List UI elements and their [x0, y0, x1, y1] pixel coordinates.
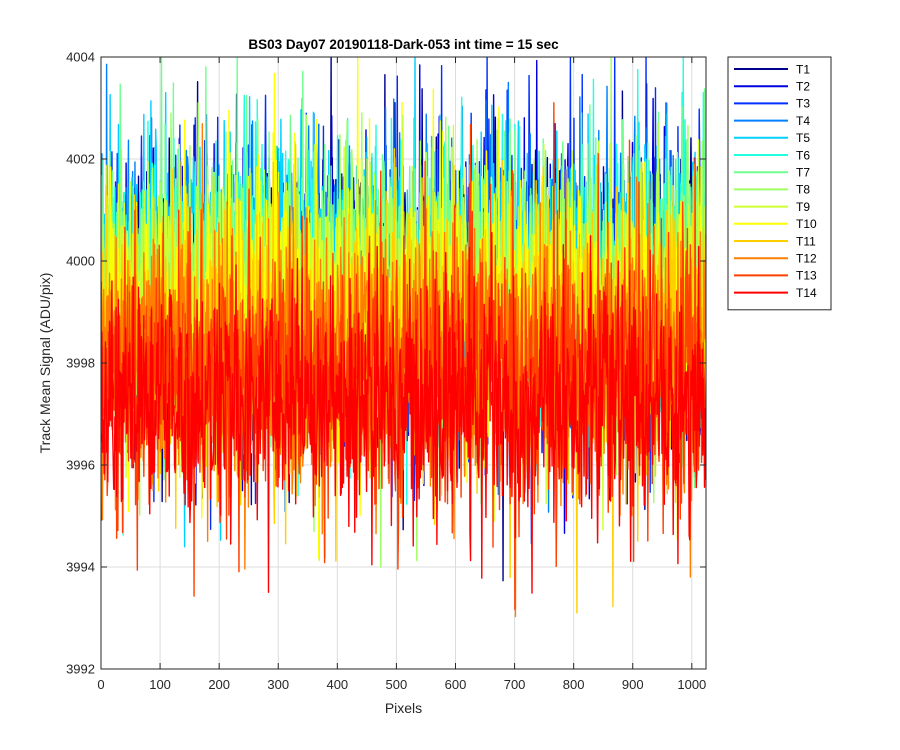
- y-tick-label: 3994: [66, 560, 95, 575]
- x-tick-label: 1000: [677, 677, 706, 692]
- legend-item-t9: T9: [734, 200, 810, 214]
- legend-label: T9: [796, 200, 810, 214]
- legend-label: T10: [796, 217, 817, 231]
- legend-item-t8: T8: [734, 183, 810, 197]
- legend-label: T1: [796, 62, 810, 76]
- legend-item-t2: T2: [734, 80, 810, 94]
- legend-label: T2: [796, 80, 810, 94]
- x-tick-label: 800: [563, 677, 585, 692]
- y-tick-label: 4002: [66, 152, 95, 167]
- y-axis-label: Track Mean Signal (ADU/pix): [37, 273, 53, 454]
- legend-label: T8: [796, 183, 810, 197]
- legend-item-t5: T5: [734, 131, 810, 145]
- legend-item-t3: T3: [734, 97, 810, 111]
- x-tick-label: 600: [445, 677, 467, 692]
- x-axis-label: Pixels: [385, 700, 422, 716]
- x-tick-label: 200: [208, 677, 230, 692]
- axis-ticks: 0 100 200 300 400 500 600 700 800 900 1000 3992 3994…: [66, 50, 706, 693]
- legend-label: T13: [796, 269, 817, 283]
- x-tick-label: 0: [97, 677, 104, 692]
- y-tick-label: 3992: [66, 662, 95, 677]
- legend-item-t14: T14: [734, 286, 817, 300]
- y-tick-label: 3998: [66, 356, 95, 371]
- legend-item-t13: T13: [734, 269, 817, 283]
- legend-label: T7: [796, 166, 810, 180]
- legend-label: T14: [796, 286, 817, 300]
- legend-label: T5: [796, 131, 810, 145]
- legend-item-t10: T10: [734, 217, 817, 231]
- legend-item-t6: T6: [734, 148, 810, 162]
- legend-label: T4: [796, 114, 810, 128]
- x-tick-label: 700: [504, 677, 526, 692]
- x-tick-label: 500: [386, 677, 408, 692]
- x-tick-label: 300: [267, 677, 289, 692]
- legend-item-t7: T7: [734, 166, 810, 180]
- legend-item-t1: T1: [734, 62, 810, 76]
- x-tick-label: 900: [622, 677, 644, 692]
- legend-label: T3: [796, 97, 810, 111]
- y-tick-label: 3996: [66, 458, 95, 473]
- legend-item-t4: T4: [734, 114, 810, 128]
- legend-item-t12: T12: [734, 252, 817, 266]
- y-tick-label: 4000: [66, 254, 95, 269]
- legend-label: T11: [796, 234, 816, 248]
- chart-title: BS03 Day07 20190118-Dark-053 int time = …: [248, 37, 559, 52]
- y-tick-label: 4004: [66, 50, 95, 65]
- legend-label: T6: [796, 148, 810, 162]
- series-lines: [101, 57, 706, 618]
- legend-label: T12: [796, 252, 817, 266]
- x-tick-label: 400: [326, 677, 348, 692]
- series-line-t14: [101, 231, 706, 594]
- legend-item-t11: T11: [734, 234, 816, 248]
- legend-box: [727, 56, 832, 311]
- legend: T1 T2 T3 T4 T5 T6 T7 T8 T9 T10 T11 T12 T13 T14: [727, 56, 832, 311]
- x-tick-label: 100: [149, 677, 171, 692]
